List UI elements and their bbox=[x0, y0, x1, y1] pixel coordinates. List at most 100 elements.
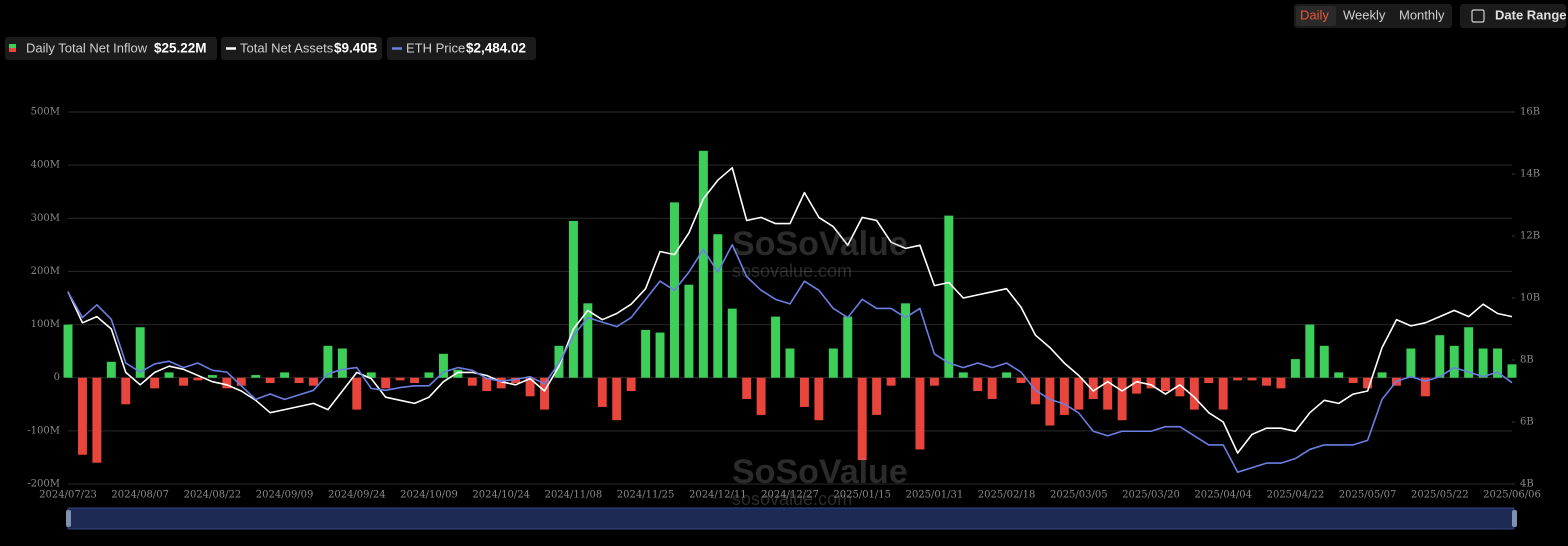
bar bbox=[1045, 377, 1055, 426]
bar bbox=[1478, 348, 1488, 378]
bar bbox=[1406, 348, 1416, 378]
bar bbox=[756, 377, 766, 415]
legend-label: Total Net Assets bbox=[240, 40, 334, 55]
bar bbox=[438, 353, 448, 378]
watermark: sosovalue.com bbox=[732, 261, 852, 281]
legend-value: $2,484.02 bbox=[466, 41, 526, 56]
x-tick-label: 2024/08/07 bbox=[111, 490, 169, 501]
weekly-button[interactable]: Weekly bbox=[1343, 7, 1386, 22]
bar bbox=[1175, 377, 1185, 397]
bar bbox=[698, 150, 708, 378]
legend-item-bg[interactable] bbox=[5, 37, 217, 60]
bar bbox=[1507, 364, 1517, 378]
x-tick-label: 2024/10/24 bbox=[472, 490, 530, 501]
legend-item-bg[interactable] bbox=[221, 37, 382, 60]
bar bbox=[568, 220, 578, 378]
bar bbox=[785, 348, 795, 378]
navigator bbox=[66, 507, 1517, 530]
x-tick-label: 2024/10/09 bbox=[400, 490, 458, 501]
bar bbox=[929, 377, 939, 386]
x-tick-label: 2024/11/08 bbox=[545, 490, 603, 501]
navigator-range[interactable] bbox=[67, 507, 1515, 530]
y-tick-label: 500M bbox=[31, 107, 60, 118]
bar bbox=[121, 377, 131, 405]
date-range-box[interactable] bbox=[1460, 4, 1566, 28]
daily-button[interactable]: Daily bbox=[1300, 7, 1329, 22]
bar bbox=[222, 377, 232, 389]
bar bbox=[1103, 377, 1113, 410]
bar bbox=[135, 327, 145, 378]
legend-label: Daily Total Net Inflow bbox=[26, 40, 148, 55]
bar bbox=[872, 377, 882, 415]
bar bbox=[828, 348, 838, 378]
bar bbox=[1435, 335, 1445, 378]
legend-value: $9.40B bbox=[334, 41, 378, 56]
bar bbox=[583, 303, 593, 378]
x-tick-label: 2024/09/24 bbox=[328, 490, 386, 501]
x-tick-label: 2025/05/22 bbox=[1411, 490, 1469, 501]
bar bbox=[958, 372, 968, 378]
navigator-handle[interactable] bbox=[66, 510, 71, 527]
y-tick-label: 400M bbox=[31, 160, 60, 171]
x-tick-label: 2025/04/22 bbox=[1267, 490, 1325, 501]
navigator-handle[interactable] bbox=[1512, 510, 1517, 527]
bar bbox=[323, 345, 333, 378]
bar bbox=[1305, 324, 1315, 378]
monthly-button[interactable]: Monthly bbox=[1399, 7, 1445, 22]
date-range-button[interactable]: Date Range bbox=[1495, 7, 1567, 22]
bar bbox=[294, 377, 304, 384]
bar bbox=[1348, 377, 1358, 384]
bar bbox=[1117, 377, 1127, 421]
bar bbox=[1016, 377, 1026, 384]
legend-label: ETH Price bbox=[406, 40, 465, 55]
y-tick-label: 200M bbox=[31, 266, 60, 277]
bar bbox=[944, 215, 954, 378]
line-series bbox=[67, 167, 1513, 454]
bar bbox=[525, 377, 535, 397]
bar bbox=[1377, 372, 1387, 378]
bar bbox=[612, 377, 622, 421]
bar bbox=[1334, 372, 1344, 378]
y-tick-label: 300M bbox=[31, 213, 60, 224]
bar bbox=[309, 377, 318, 386]
bar bbox=[77, 377, 87, 455]
bar bbox=[1059, 377, 1069, 415]
x-tick-label: 2025/06/06 bbox=[1483, 490, 1541, 501]
bar bbox=[886, 377, 896, 386]
bar bbox=[193, 377, 203, 381]
bar bbox=[207, 375, 217, 378]
x-tick-label: 2025/03/05 bbox=[1050, 490, 1108, 501]
x-tick-label: 2024/11/25 bbox=[617, 490, 675, 501]
bar bbox=[843, 316, 853, 378]
legend-item-bg[interactable] bbox=[387, 37, 536, 60]
bar bbox=[684, 284, 694, 378]
y-tick-label: 100M bbox=[31, 319, 60, 330]
watermarks: SoSoValue sosovalue.com SoSoValue sosova… bbox=[732, 225, 908, 509]
x-tick-label: 2024/12/27 bbox=[761, 490, 819, 501]
bar bbox=[1132, 377, 1142, 394]
active-button bbox=[1296, 6, 1336, 26]
bar bbox=[511, 377, 521, 384]
bar bbox=[713, 234, 723, 378]
bar bbox=[1276, 377, 1286, 389]
interval-buttons: Daily Weekly Monthly Date Range bbox=[1294, 4, 1567, 28]
bar bbox=[1189, 377, 1199, 410]
bar bbox=[1204, 377, 1214, 384]
bar bbox=[655, 332, 665, 378]
x-tick-label: 2025/05/07 bbox=[1339, 490, 1397, 501]
bar bbox=[814, 377, 824, 421]
x-tick-label: 2025/03/20 bbox=[1122, 490, 1180, 501]
calendar-icon bbox=[1471, 9, 1485, 23]
watermark: sosovalue.com bbox=[732, 489, 852, 509]
bar bbox=[1262, 377, 1271, 386]
bar bbox=[1493, 348, 1503, 378]
bar bbox=[1002, 372, 1012, 378]
bar bbox=[973, 377, 983, 391]
y-tick-label: -100M bbox=[27, 425, 60, 436]
bar bbox=[857, 377, 867, 461]
bar bbox=[915, 377, 925, 450]
bar bbox=[179, 377, 188, 386]
bar bbox=[1218, 377, 1228, 410]
x-tick-label: 2024/09/09 bbox=[256, 490, 314, 501]
